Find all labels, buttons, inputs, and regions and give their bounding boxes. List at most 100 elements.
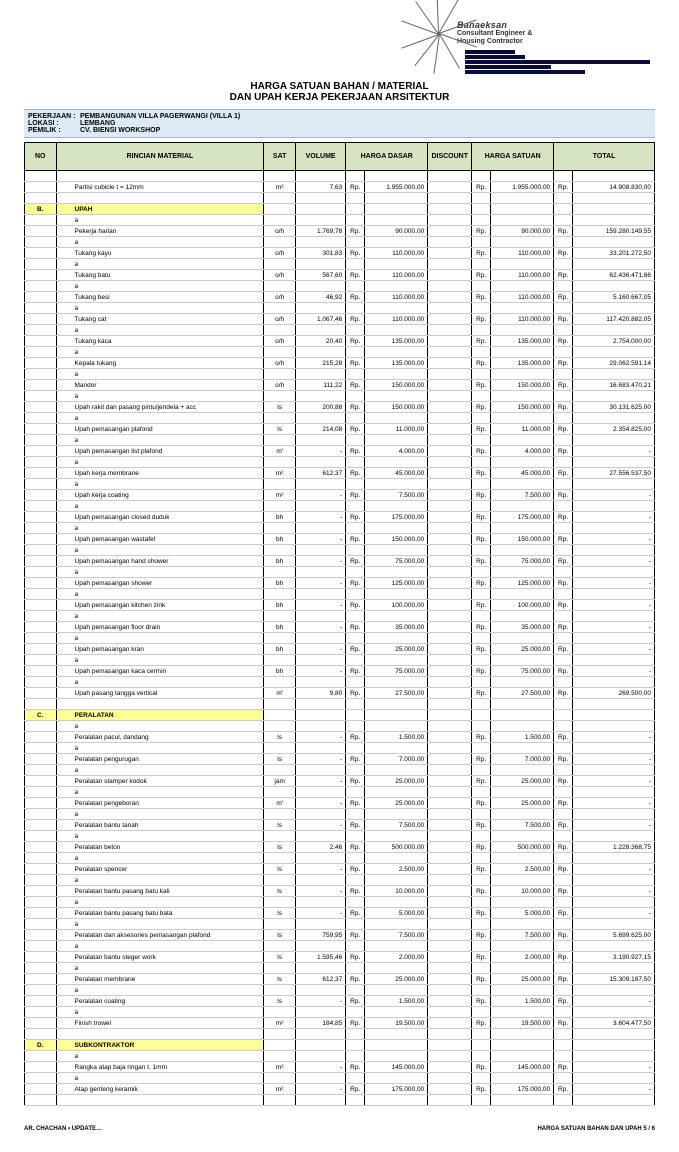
cell: Rp. — [472, 512, 491, 523]
cell: Rp. — [554, 600, 573, 611]
cell: Kepala tukang — [56, 358, 264, 369]
cell — [25, 996, 57, 1007]
cell: ls — [264, 820, 296, 831]
cell: 1.500,00 — [491, 732, 554, 743]
cell — [428, 270, 472, 281]
cell: - — [295, 556, 345, 567]
table-row: Peralatan coating ls - Rp. 1.500,00 Rp. … — [25, 996, 655, 1007]
cell: Rp. — [554, 358, 573, 369]
cell: Rp. — [346, 600, 365, 611]
cell: Upah pemasangan plafond — [56, 424, 264, 435]
th-sat: SAT — [264, 143, 296, 171]
cell: 184,85 — [295, 1018, 345, 1029]
cell: 1.769,78 — [295, 226, 345, 237]
cell — [428, 688, 472, 699]
cell: Rp. — [346, 1084, 365, 1095]
cell: 4.000,00 — [365, 446, 428, 457]
cell — [25, 963, 57, 974]
cell: m' — [264, 798, 296, 809]
table-row: Upah pemasangan wastafel bh - Rp. 150.00… — [25, 534, 655, 545]
table-header-row: NO RINCIAN MATERIAL SAT VOLUME HARGA DAS… — [25, 143, 655, 171]
cell — [25, 446, 57, 457]
th-desc: RINCIAN MATERIAL — [56, 143, 264, 171]
cell: ls — [264, 996, 296, 1007]
cell — [25, 479, 57, 490]
cell: Rp. — [472, 622, 491, 633]
table-row: Peralatan bantu pasang batu bata ls - Rp… — [25, 908, 655, 919]
cell — [25, 842, 57, 853]
cell: 2,46 — [295, 842, 345, 853]
cell: 1.067,46 — [295, 314, 345, 325]
cell: m² — [264, 468, 296, 479]
cell: ls — [264, 424, 296, 435]
cell: 90.000,00 — [491, 226, 554, 237]
cell — [25, 248, 57, 259]
cell — [25, 985, 57, 996]
cell: a — [56, 435, 264, 446]
cell: Rp. — [472, 732, 491, 743]
cell — [428, 974, 472, 985]
cell: Rp. — [554, 952, 573, 963]
cell: - — [295, 446, 345, 457]
table-section-row: D. SUBKONTRAKTOR — [25, 1040, 655, 1051]
header-logo-block: Banaeksan Consultant Engineer & Housing … — [425, 20, 655, 75]
table-row-sub: a — [25, 963, 655, 974]
cell: Rp. — [554, 512, 573, 523]
cell: Rp. — [472, 314, 491, 325]
cell: Rp. — [472, 886, 491, 897]
cell: bh — [264, 534, 296, 545]
cell: Tukang kayu — [56, 248, 264, 259]
cell: a — [56, 963, 264, 974]
table-row-sub: a — [25, 1073, 655, 1084]
cell: ls — [264, 952, 296, 963]
cell: Rp. — [472, 908, 491, 919]
cell: Upah pemasangan kran — [56, 644, 264, 655]
cell: 135.000,00 — [491, 358, 554, 369]
table-row: Finish trowel m² 184,85 Rp. 19.500,00 Rp… — [25, 1018, 655, 1029]
cell — [25, 952, 57, 963]
cell: Rp. — [346, 886, 365, 897]
cell — [25, 523, 57, 534]
th-hd: HARGA DASAR — [346, 143, 428, 171]
cell — [25, 677, 57, 688]
section-title: UPAH — [56, 204, 264, 215]
table-row-sub: a — [25, 919, 655, 930]
cell: - — [295, 512, 345, 523]
cell: - — [295, 886, 345, 897]
cell: 125.000,00 — [365, 578, 428, 589]
cell: - — [295, 622, 345, 633]
table-body: Partisi cubicle t = 12mmm²7,63 Rp.1.955.… — [25, 171, 655, 1106]
cell — [25, 237, 57, 248]
cell: Rp. — [346, 842, 365, 853]
cell: 110.000,00 — [365, 248, 428, 259]
cell: 215,28 — [295, 358, 345, 369]
table-row-sub: a — [25, 413, 655, 424]
cell: 10.000,00 — [491, 886, 554, 897]
cell: Rp. — [554, 842, 573, 853]
cell: Rp. — [472, 820, 491, 831]
table-row: Peralatan stamper kodok jam - Rp. 25.000… — [25, 776, 655, 787]
page-footer: AR. CHACHAN • UPDATE… HARGA SATUAN BAHAN… — [24, 1126, 655, 1132]
cell: Tukang cat — [56, 314, 264, 325]
cell: a — [56, 215, 264, 226]
cell: ls — [264, 842, 296, 853]
cell: bh — [264, 622, 296, 633]
cell: 30.131.625,00 — [573, 402, 655, 413]
cell: 25.000,00 — [365, 644, 428, 655]
cell: - — [295, 1084, 345, 1095]
cell: Peralatan bantu pasang batu bata — [56, 908, 264, 919]
cell — [25, 655, 57, 666]
cell: Rp. — [472, 600, 491, 611]
cell: - — [295, 820, 345, 831]
cell: - — [295, 732, 345, 743]
cell: 175.000,00 — [491, 512, 554, 523]
cell — [25, 182, 57, 193]
cell — [428, 1084, 472, 1095]
cell: Rp. — [346, 930, 365, 941]
cell: 10.000,00 — [365, 886, 428, 897]
th-disc: DISCOUNT — [428, 143, 472, 171]
cell: - — [573, 512, 655, 523]
table-row-sub: a — [25, 325, 655, 336]
table-row-sub: a — [25, 831, 655, 842]
cell: Rp. — [472, 864, 491, 875]
